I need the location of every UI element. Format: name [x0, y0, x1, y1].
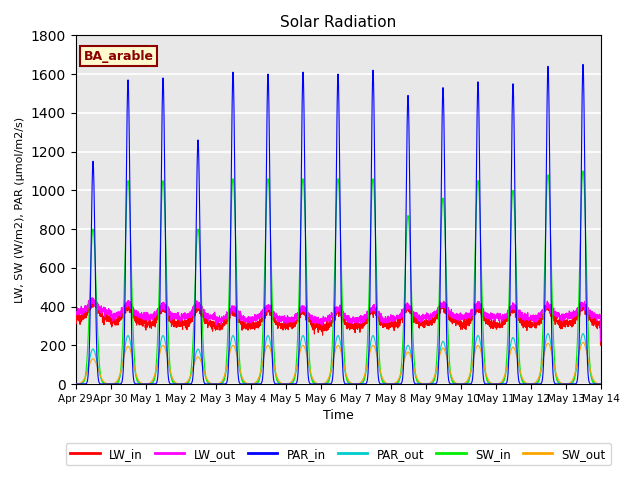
LW_out — [135, 314, 143, 320]
SW_out — [235, 361, 243, 367]
LW_in — [89, 295, 97, 301]
LW_in — [235, 312, 243, 318]
SW_out — [135, 378, 143, 384]
PAR_in — [596, 381, 604, 387]
SW_out — [134, 376, 142, 382]
SW_out — [435, 359, 442, 365]
SW_in — [235, 341, 243, 347]
SW_out — [596, 381, 604, 387]
LW_in — [134, 317, 142, 323]
LW_out — [596, 338, 604, 344]
Y-axis label: LW, SW (W/m2), PAR (μmol/m2/s): LW, SW (W/m2), PAR (μmol/m2/s) — [15, 117, 25, 303]
LW_out — [72, 308, 79, 314]
PAR_out — [135, 379, 143, 385]
PAR_out — [105, 381, 113, 387]
SW_in — [435, 323, 442, 329]
LW_in — [477, 305, 485, 311]
PAR_in — [134, 381, 142, 387]
LW_out — [477, 304, 485, 310]
PAR_in — [105, 381, 113, 387]
Line: PAR_in: PAR_in — [76, 64, 600, 384]
LW_out — [235, 316, 243, 322]
LW_in — [135, 316, 143, 322]
Legend: LW_in, LW_out, PAR_in, PAR_out, SW_in, SW_out: LW_in, LW_out, PAR_in, PAR_out, SW_in, S… — [65, 443, 611, 465]
PAR_out — [72, 381, 79, 387]
SW_in — [105, 381, 113, 387]
X-axis label: Time: Time — [323, 409, 353, 422]
Text: BA_arable: BA_arable — [83, 50, 154, 63]
SW_in — [596, 381, 604, 387]
Line: SW_in: SW_in — [76, 171, 600, 384]
PAR_in — [435, 368, 442, 374]
Line: LW_out: LW_out — [76, 298, 600, 341]
PAR_out — [134, 378, 142, 384]
Line: LW_in: LW_in — [76, 298, 600, 345]
SW_in — [134, 380, 142, 385]
PAR_in — [477, 285, 484, 291]
SW_out — [72, 381, 79, 387]
Line: PAR_out: PAR_out — [76, 334, 600, 384]
SW_out — [477, 348, 484, 354]
LW_out — [88, 295, 96, 300]
PAR_in — [135, 381, 143, 387]
SW_in — [72, 381, 79, 387]
LW_in — [596, 342, 604, 348]
SW_in — [579, 168, 587, 174]
PAR_in — [235, 377, 243, 383]
LW_out — [435, 305, 442, 311]
Line: SW_out: SW_out — [76, 342, 600, 384]
SW_in — [135, 381, 143, 386]
LW_in — [72, 318, 79, 324]
PAR_out — [435, 359, 442, 365]
PAR_in — [579, 61, 587, 67]
SW_out — [105, 381, 113, 387]
LW_in — [105, 318, 113, 324]
PAR_out — [235, 362, 243, 368]
PAR_out — [477, 343, 484, 349]
LW_in — [435, 310, 442, 315]
LW_out — [134, 311, 142, 316]
LW_out — [105, 308, 113, 313]
Title: Solar Radiation: Solar Radiation — [280, 15, 396, 30]
SW_out — [579, 339, 587, 345]
PAR_out — [596, 381, 604, 387]
SW_in — [477, 249, 484, 254]
PAR_out — [544, 331, 552, 336]
PAR_in — [72, 381, 79, 387]
